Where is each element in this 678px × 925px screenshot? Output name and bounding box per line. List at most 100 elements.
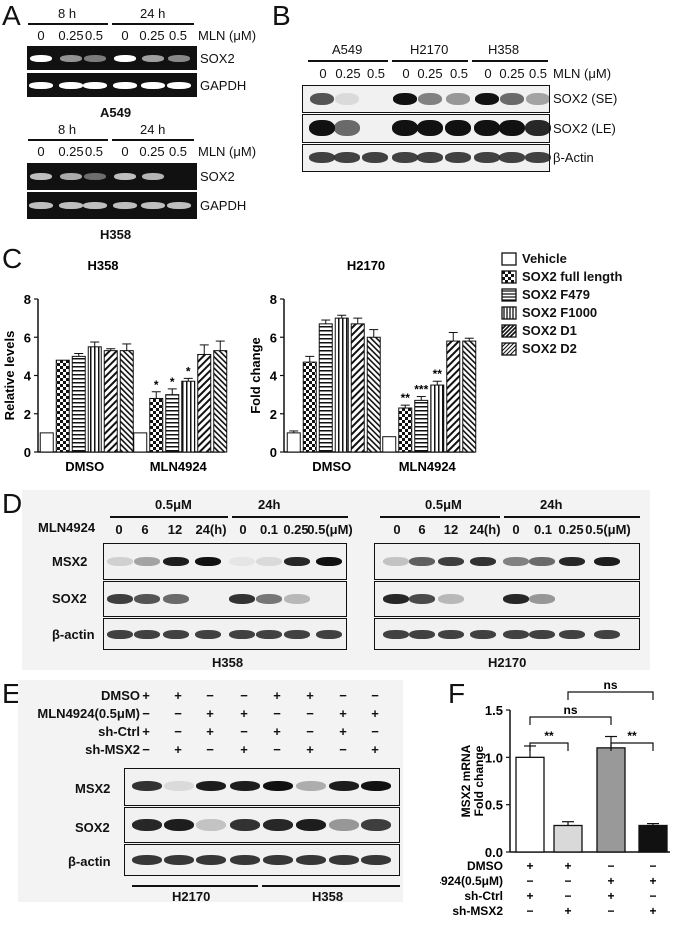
- sign-mark: +: [564, 859, 571, 873]
- blot-band: [163, 630, 189, 639]
- unit-label: MLN (μM): [198, 28, 257, 43]
- condition-label: MLN4924(0.5μM): [37, 706, 140, 721]
- unit-label: MLN (μM): [198, 144, 257, 159]
- sign-mark: +: [142, 688, 150, 703]
- blot-band: [392, 152, 418, 163]
- blot-band: [84, 55, 106, 62]
- lane-label: 0.5: [84, 28, 104, 43]
- sign-mark: −: [371, 688, 379, 703]
- blot-beta-actin: [302, 144, 551, 172]
- bracket-line: [232, 516, 348, 518]
- blot-band: [263, 819, 293, 831]
- chart-title: H358: [87, 258, 118, 273]
- sign-mark: +: [526, 859, 533, 873]
- sign-mark: +: [607, 874, 614, 888]
- treatment-label: MLN4924: [38, 520, 96, 535]
- sign-mark: +: [273, 688, 281, 703]
- lane-label: 0.25: [335, 66, 361, 81]
- lane-label: 0.5: [168, 144, 188, 159]
- significance-mark: *: [154, 378, 159, 392]
- panel-label-f: F: [448, 678, 466, 709]
- lane-label: 24(h): [469, 522, 501, 537]
- blot-band: [114, 173, 136, 180]
- row-label: SOX2: [52, 591, 87, 606]
- blot-band: [107, 594, 133, 604]
- blot-band: [334, 120, 360, 136]
- sign-mark: −: [306, 706, 314, 721]
- sign-mark: +: [273, 724, 281, 739]
- cell-line-label: A549: [100, 105, 132, 120]
- condition-header: 0.5μM: [425, 497, 462, 512]
- condition-label: sh-Ctrl: [464, 889, 503, 903]
- legend-label: SOX2 D2: [522, 341, 577, 356]
- blot-band: [310, 93, 334, 105]
- blot-band: [594, 557, 620, 566]
- bracket-line: [392, 60, 468, 62]
- blot-band: [29, 202, 53, 209]
- blot-band: [168, 55, 190, 62]
- sign-mark: −: [240, 688, 248, 703]
- bar: [334, 317, 349, 453]
- y-tick-label: 4: [270, 369, 278, 384]
- blot-band: [134, 630, 160, 639]
- time-label-24h: 24 h: [140, 6, 166, 21]
- blot-band: [142, 55, 164, 62]
- blot-band: [329, 819, 359, 831]
- lane-label: 6: [141, 522, 149, 537]
- bar: [87, 346, 102, 453]
- blot-band: [559, 630, 585, 639]
- blot-band: [417, 120, 443, 136]
- blot-band: [29, 82, 53, 89]
- blot-band: [256, 594, 282, 604]
- lane-label: 0.1: [259, 522, 279, 537]
- sign-mark: −: [306, 724, 314, 739]
- blot-band: [134, 594, 160, 604]
- bar: [446, 340, 461, 453]
- bracket-line: [308, 60, 388, 62]
- sign-mark: +: [142, 724, 150, 739]
- significance-mark: **: [544, 729, 554, 743]
- significance-mark: ns: [563, 703, 577, 717]
- sign-mark: −: [240, 724, 248, 739]
- lane-label: 0.25: [417, 66, 443, 81]
- sign-mark: −: [174, 706, 182, 721]
- blot-band: [594, 630, 620, 639]
- lane-label: 24(h): [195, 522, 227, 537]
- legend-swatch: [501, 252, 517, 266]
- y-tick-label: 0: [270, 445, 277, 460]
- blot-band: [60, 173, 82, 180]
- blot-band: [230, 855, 260, 865]
- legend-label: SOX2 D1: [522, 323, 577, 338]
- y-axis-label: Fold change: [472, 745, 486, 816]
- legend-label: Vehicle: [522, 251, 567, 266]
- blot-band: [142, 173, 164, 180]
- sign-mark: −: [142, 706, 150, 721]
- lane-label: 0.5: [366, 66, 386, 81]
- cell-line-label: H2170: [410, 42, 449, 57]
- cell-line-label: A549: [332, 42, 363, 57]
- cell-line-label: H2170: [488, 655, 527, 670]
- blot-band: [559, 557, 585, 566]
- lane-label: 0.5: [449, 66, 469, 81]
- condition-label: DMSO: [467, 859, 503, 873]
- lane-label: 0.25: [499, 66, 525, 81]
- blot-band: [329, 855, 359, 865]
- blot-band: [256, 557, 282, 566]
- panel-label-a: A: [2, 0, 21, 31]
- row-label: SOX2: [75, 820, 110, 835]
- sign-mark: +: [240, 706, 248, 721]
- legend-swatch: [501, 288, 517, 302]
- blot-band: [164, 819, 194, 831]
- y-tick-label: 2: [270, 407, 277, 422]
- sign-mark: −: [273, 706, 281, 721]
- blot-band: [418, 93, 442, 105]
- blot-band: [525, 152, 551, 163]
- sign-mark: −: [526, 904, 533, 918]
- blot-band: [525, 120, 551, 136]
- blot-band: [335, 93, 359, 105]
- blot-band: [195, 557, 221, 566]
- panel-label-d: D: [2, 488, 23, 519]
- blot-band: [438, 557, 464, 566]
- blot-band: [361, 855, 391, 865]
